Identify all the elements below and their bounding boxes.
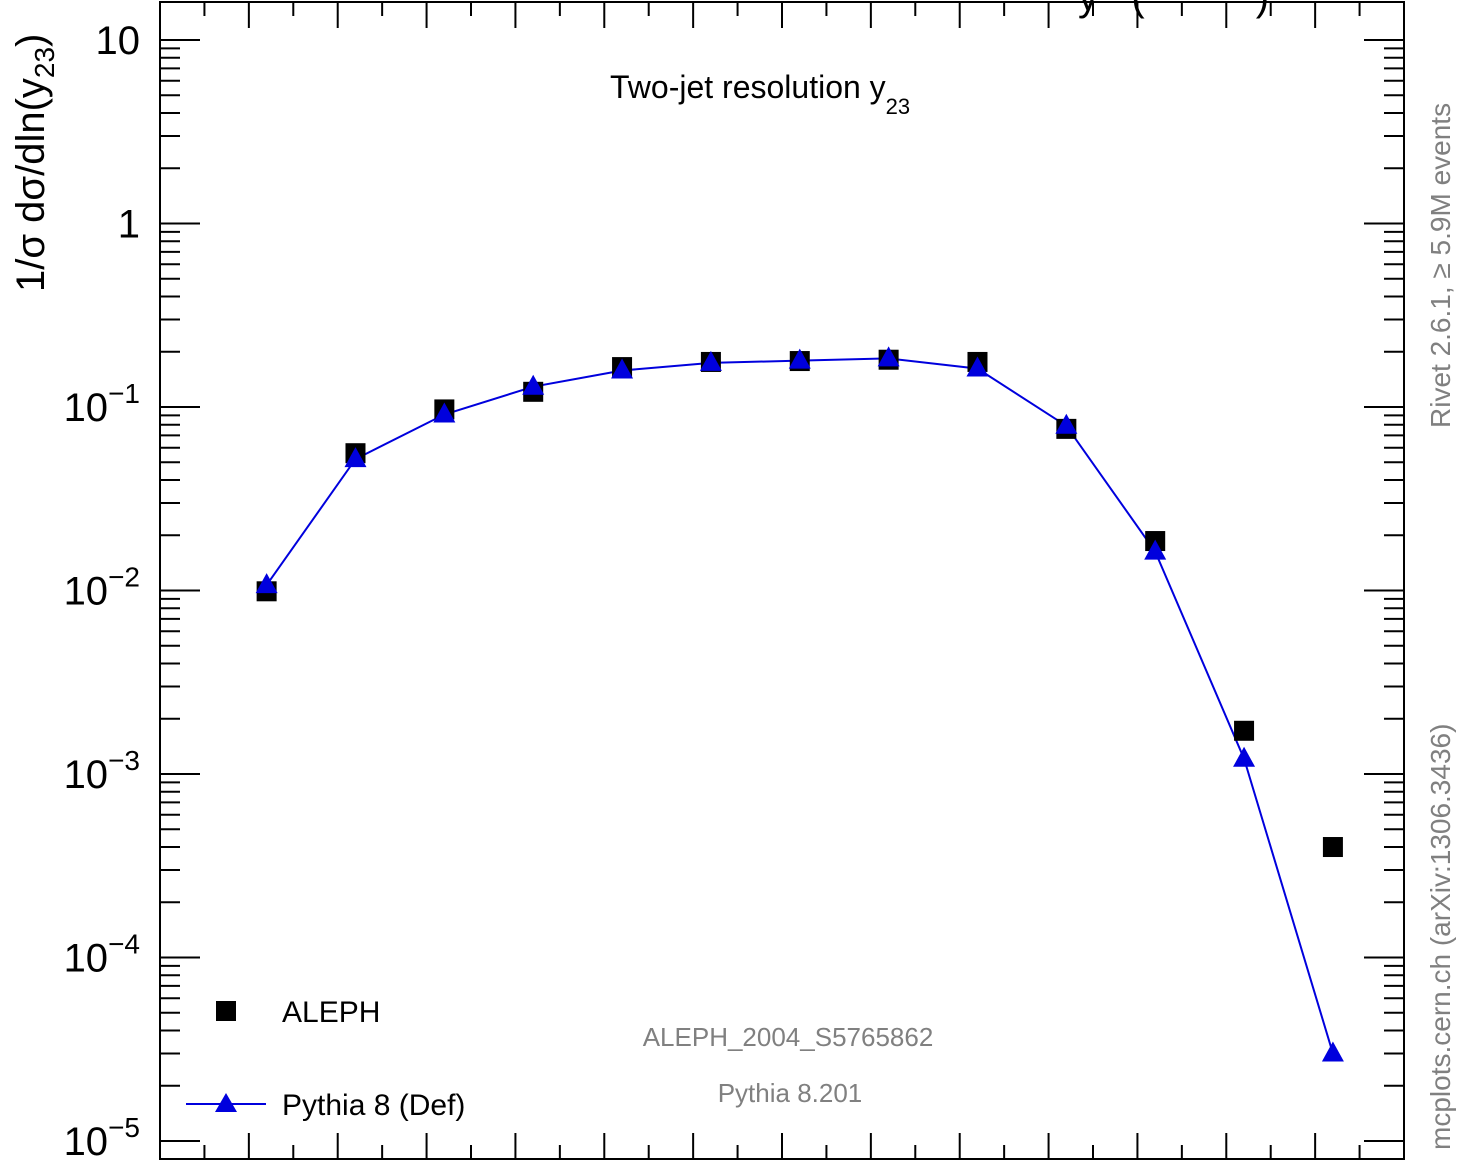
mcplots-annotation: mcplots.cern.ch (arXiv:1306.3436)	[1425, 724, 1456, 1150]
series-markers	[255, 346, 1344, 1062]
pythia-data-point	[877, 346, 900, 367]
y-tick-label: 10−2	[64, 562, 140, 614]
chart-title: Two-jet resolution y23	[610, 69, 910, 119]
pythia-data-point	[1055, 413, 1078, 434]
y-tick-label-exponent: −4	[108, 929, 140, 960]
y-tick-label-base: 10	[64, 937, 109, 981]
y-tick-label-exponent: −2	[108, 562, 140, 593]
y-axis-label-main: 1/σ dσ/dln(y	[9, 78, 53, 292]
pythia-data-point	[788, 348, 811, 369]
legend-pythia-label: Pythia 8 (Def)	[282, 1089, 465, 1122]
pythia-data-point	[611, 358, 634, 379]
chart-title-main: Two-jet resolution y	[610, 69, 886, 105]
y-tick-label-base: 10	[64, 570, 109, 614]
y-tick-label: 10−4	[64, 929, 140, 981]
y-axis-label-close: )	[9, 34, 53, 47]
aleph-data-point	[1322, 837, 1343, 858]
pythia-data-point	[433, 402, 456, 423]
legend: ALEPH Pythia 8 (Def)	[186, 996, 465, 1122]
y-tick-label: 1	[118, 203, 140, 247]
pythia-data-point	[522, 374, 545, 395]
pythia-data-point	[255, 573, 278, 594]
chart-title-subscript: 23	[886, 94, 910, 119]
y-tick-label: 10−5	[64, 1112, 140, 1161]
pythia-data-point	[699, 350, 722, 371]
legend-pythia-marker	[215, 1093, 237, 1112]
y-tick-label-base: 10	[64, 386, 109, 430]
pythia-data-point	[1321, 1041, 1344, 1062]
y-tick-label: 10−1	[64, 378, 140, 430]
pythia-data-point	[1233, 746, 1256, 767]
y-tick-label-base: 10	[96, 19, 141, 63]
y-tick-label-base: 10	[64, 1120, 109, 1161]
series-line-1	[265, 357, 1334, 1054]
y-axis-label-subscript: 23	[29, 47, 60, 78]
pythia-data-point	[966, 356, 989, 377]
y-tick-label-base: 10	[64, 753, 109, 797]
y-tick-label-exponent: −1	[108, 378, 140, 409]
pythia-data-point	[344, 447, 367, 468]
analysis-label: ALEPH_2004_S5765862	[643, 1022, 934, 1052]
y-tick-label: 10−3	[64, 745, 140, 797]
x-axis-ticks	[203, 2, 1361, 1159]
plot-frame	[159, 1, 1405, 1160]
aleph-data-point	[1234, 720, 1255, 741]
rivet-annotation: Rivet 2.6.1, ≥ 5.9M events	[1425, 103, 1456, 428]
y-tick-label: 10	[96, 19, 141, 63]
top-header-partial: y ( )	[1078, 0, 1269, 19]
y-axis-label: 1/σ dσ/dln(y23)	[9, 34, 60, 292]
legend-aleph-marker	[216, 1001, 236, 1021]
y-tick-label-base: 1	[118, 203, 140, 247]
legend-aleph-label: ALEPH	[282, 996, 380, 1029]
y-axis-ticks	[160, 39, 1404, 1142]
pythia-data-point	[1144, 539, 1167, 560]
y-tick-label-exponent: −5	[108, 1112, 140, 1143]
y-tick-label-exponent: −3	[108, 745, 140, 776]
generator-label: Pythia 8.201	[718, 1078, 863, 1108]
series-lines	[265, 357, 1334, 1054]
